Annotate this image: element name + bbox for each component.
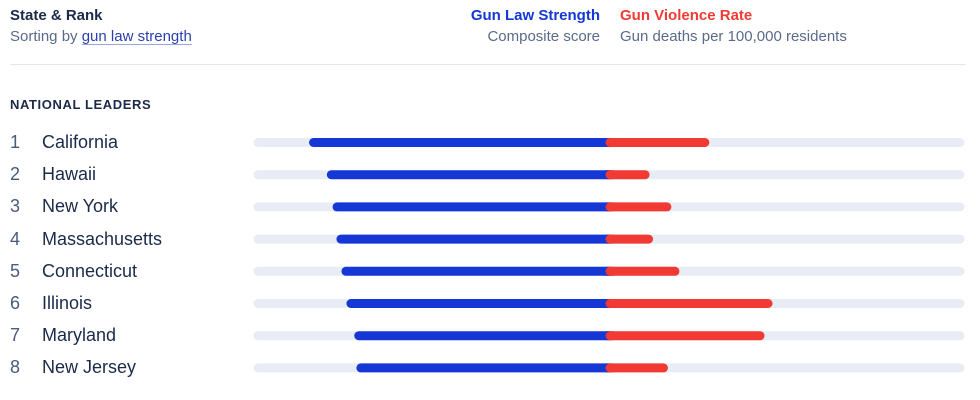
bar-chart xyxy=(253,138,965,373)
gun-violence-rate-bar-start xyxy=(610,363,614,373)
state-row[interactable]: 6 Illinois xyxy=(0,287,980,319)
rank-number: 4 xyxy=(10,228,21,249)
state-row[interactable]: 4 Massachusetts xyxy=(0,223,980,255)
state-name: Connecticut xyxy=(42,260,138,281)
rank-number: 3 xyxy=(10,196,21,217)
state-row[interactable]: 2 Hawaii xyxy=(0,158,980,190)
state-name: Hawaii xyxy=(42,164,97,185)
state-row[interactable]: 5 Connecticut xyxy=(0,255,980,287)
sort-prefix: Sorting by xyxy=(10,28,82,45)
gun-violence-rate-bar-start xyxy=(610,331,614,341)
gun-violence-rate-legend[interactable]: Gun Violence Rate Gun deaths per 100,000… xyxy=(620,6,847,48)
gun-violence-rate-bar-start xyxy=(610,170,614,180)
rank-number: 1 xyxy=(10,132,21,152)
state-row[interactable]: 8 New Jersey xyxy=(0,351,980,383)
gun-law-strength-subtitle: Composite score xyxy=(487,28,600,45)
gun-violence-rate-bar-start xyxy=(610,202,614,212)
gun-violence-rate-title: Gun Violence Rate xyxy=(620,7,753,24)
state-row[interactable]: 1 California xyxy=(0,126,980,158)
gun-law-strength-title: Gun Law Strength xyxy=(470,7,600,24)
state-name: Massachusetts xyxy=(42,228,163,249)
state-name: California xyxy=(42,132,119,152)
gun-law-strength-legend[interactable]: Gun Law Strength Composite score xyxy=(471,6,600,48)
gun-violence-rate-bar-start xyxy=(610,299,614,308)
rank-number: 8 xyxy=(10,357,21,378)
state-rank-header: State & Rank Sorting by gun law strength xyxy=(10,6,192,48)
gun-violence-rate-subtitle: Gun deaths per 100,000 residents xyxy=(620,28,847,45)
state-rank-title: State & Rank xyxy=(10,7,103,24)
chart-header: State & Rank Sorting by gun law strength… xyxy=(10,6,966,65)
state-name: New Jersey xyxy=(42,357,137,378)
gun-violence-rate-bar-start xyxy=(610,234,614,244)
state-row[interactable]: 3 New York xyxy=(0,190,980,222)
rank-number: 6 xyxy=(10,293,21,313)
state-name: New York xyxy=(42,196,119,217)
state-row[interactable]: 7 Maryland xyxy=(0,319,980,351)
sort-description: Sorting by gun law strength xyxy=(10,26,192,48)
state-name: Illinois xyxy=(42,293,93,313)
sort-link[interactable]: gun law strength xyxy=(81,28,192,45)
state-name: Maryland xyxy=(42,325,117,346)
gun-violence-rate-bar-start xyxy=(610,266,614,276)
rank-number: 7 xyxy=(10,325,21,346)
gun-violence-rate-bar-start xyxy=(610,138,614,147)
rank-number: 5 xyxy=(10,260,21,281)
section-title: NATIONAL LEADERS xyxy=(10,97,152,112)
rank-number: 2 xyxy=(10,164,21,185)
